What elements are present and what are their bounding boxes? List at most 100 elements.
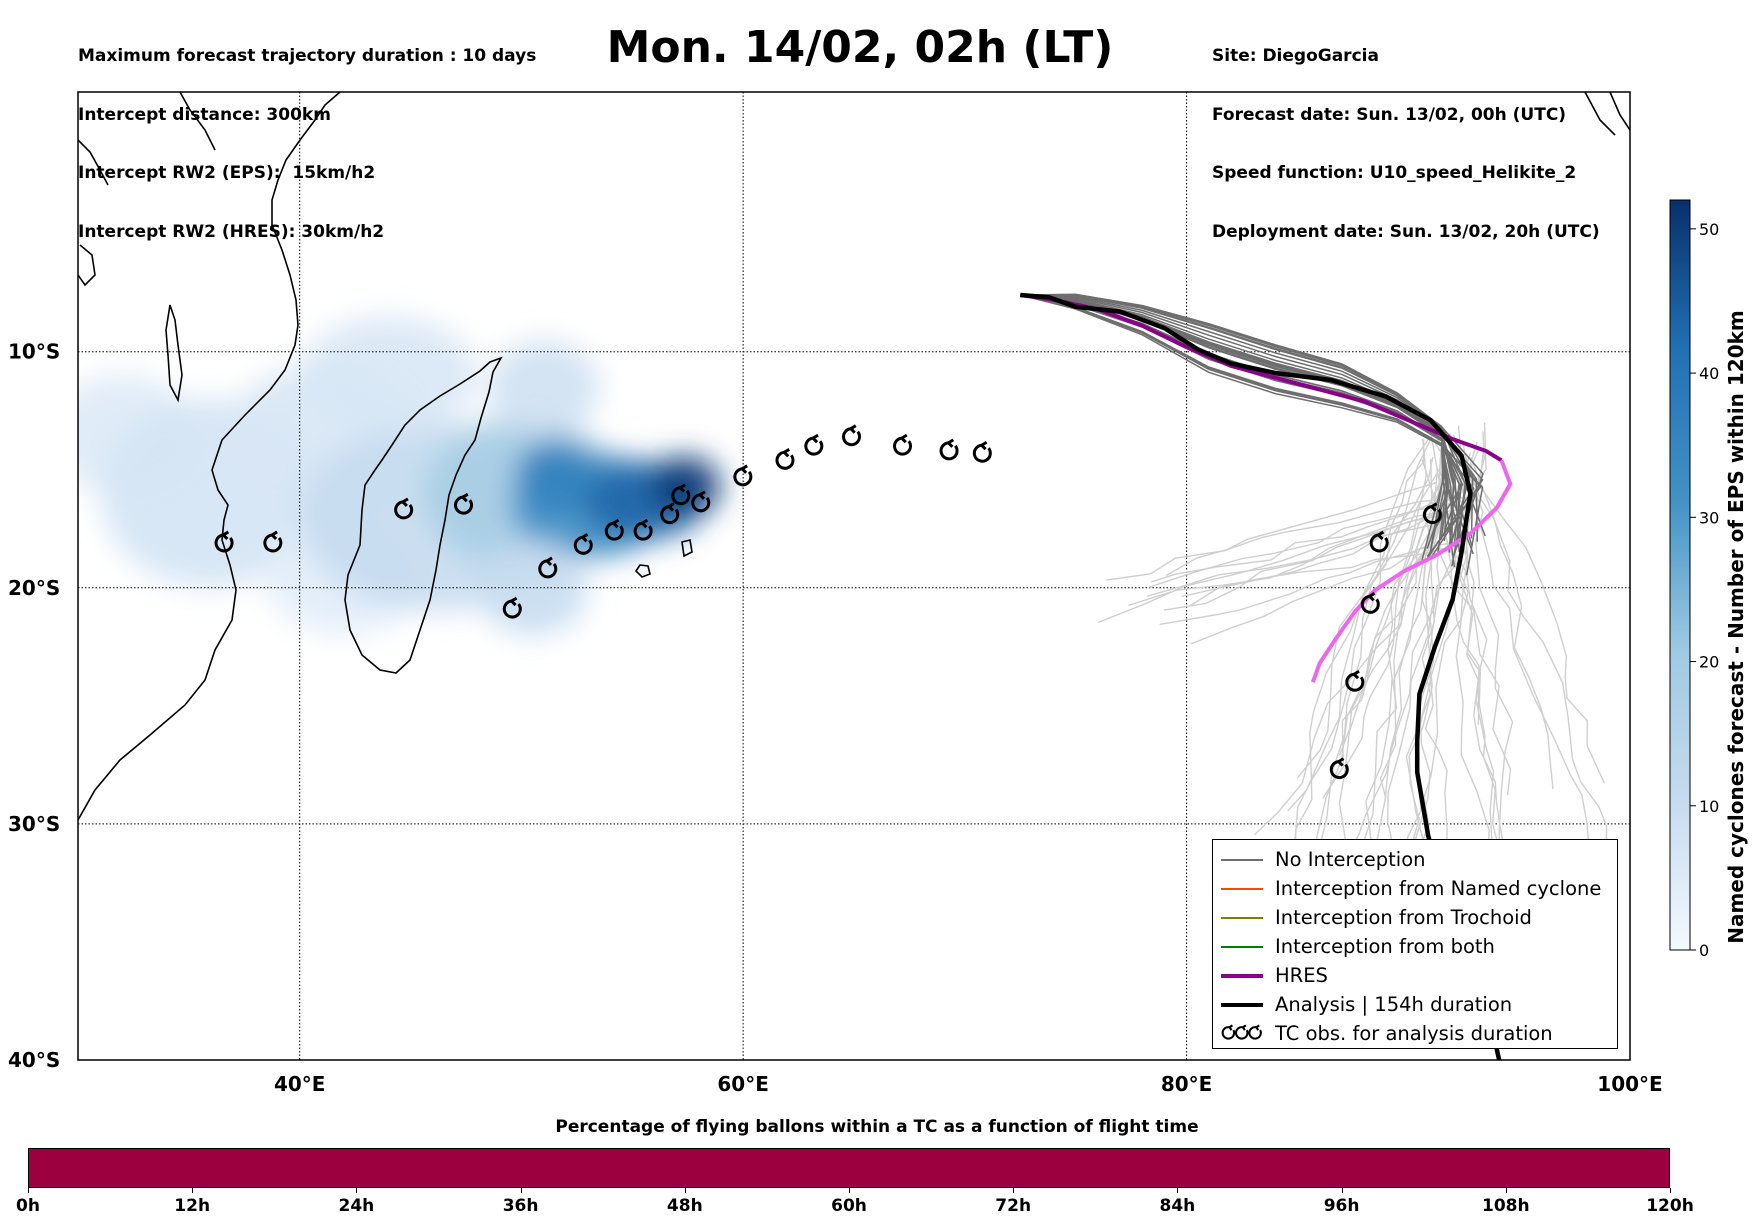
red-sea-coast <box>179 92 216 151</box>
faint-trajectory <box>1452 434 1618 908</box>
madagascar-coast <box>344 356 503 674</box>
faint-trajectory <box>1293 437 1430 846</box>
legend-swatch <box>1221 917 1263 919</box>
header-right-line: Forecast date: Sun. 13/02, 00h (UTC) <box>1212 104 1567 125</box>
faint-trajectory <box>1106 481 1438 581</box>
faint-trajectory <box>1159 536 1447 626</box>
tc-observation-icon <box>660 502 680 525</box>
tc-observation-icon <box>502 596 522 619</box>
map-frame <box>77 91 1631 1061</box>
legend-label: Interception from Named cyclone <box>1275 877 1602 900</box>
lake-victoria <box>78 244 96 287</box>
header-right-line: Speed function: U10_speed_Helikite_2 <box>1212 163 1577 183</box>
reunion-island <box>681 539 693 558</box>
east-coast-line <box>1609 92 1630 131</box>
faint-trajectory <box>1151 498 1442 583</box>
percentage-tick-mark <box>192 1188 194 1193</box>
faint-trajectory <box>1464 452 1591 855</box>
faint-trajectory <box>1416 451 1484 853</box>
malawi-lake <box>165 304 183 403</box>
percentage-tick-label: 84h <box>1159 1196 1196 1216</box>
percentage-tick-mark <box>356 1188 358 1193</box>
lat-tick-label: 10°S <box>8 340 60 364</box>
tc-observation-icon <box>775 448 795 470</box>
faint-trajectory <box>1294 456 1434 869</box>
colorbar-tick-label: 20 <box>1699 653 1719 672</box>
tc-observation-icon <box>671 483 691 506</box>
legend-label: HRES <box>1275 964 1328 987</box>
lon-tick-label: 40°E <box>274 1072 326 1096</box>
eps-density-bin <box>477 540 588 636</box>
faint-trajectory <box>1351 433 1453 900</box>
colorbar-tick-label: 40 <box>1699 364 1719 383</box>
header-left-line: Intercept RW2 (EPS): 15km/h2 <box>78 163 376 183</box>
coastlines <box>78 92 1630 821</box>
eps-density-bin <box>299 316 478 435</box>
no-interception-trajectory <box>1020 294 1446 564</box>
percentage-tick-label: 12h <box>174 1196 211 1216</box>
faint-trajectory <box>1296 469 1440 779</box>
legend-swatch <box>1221 974 1263 978</box>
graticule <box>78 92 1630 1060</box>
header-left-line: Intercept RW2 (HRES): 30km/h2 <box>78 221 385 242</box>
colorbar-label: Named cyclones forecast - Number of EPS … <box>1724 310 1748 944</box>
africa-coast <box>78 92 341 821</box>
no-interception-trajectory <box>1020 293 1471 547</box>
percentage-bar <box>28 1148 1670 1188</box>
tc-observation-icon <box>1422 502 1442 525</box>
header-right: Site: DiegoGarcia Forecast date: Sun. 13… <box>1212 8 1600 262</box>
lon-tick-label: 100°E <box>1597 1072 1662 1096</box>
no-interception-trajectory <box>1020 294 1453 536</box>
percentage-tick-mark <box>1670 1188 1671 1193</box>
tc-observation-icon <box>633 518 653 541</box>
tc-observation-icon <box>214 530 234 553</box>
percentage-tick-mark <box>1505 1188 1507 1193</box>
no-interception-trajectory <box>1020 294 1475 560</box>
percentage-tick-mark <box>849 1188 850 1193</box>
eps-density-bin <box>514 439 595 515</box>
lat-axis-labels: 10°S 20°S 30°S 40°S <box>8 340 60 1072</box>
lat-tick-label: 20°S <box>8 576 60 600</box>
faint-trajectory <box>1190 539 1467 645</box>
faint-trajectory <box>1465 461 1606 784</box>
lat-tick-label: 40°S <box>8 1048 60 1072</box>
legend-item-tc-obs: TC obs. for analysis duration <box>1213 1020 1617 1048</box>
colorbar-tick-label: 30 <box>1699 508 1719 527</box>
tc-observation-icon <box>1329 757 1349 780</box>
header-left: Maximum forecast trajectory duration : 1… <box>78 8 536 262</box>
tc-observation-icon <box>394 497 414 520</box>
percentage-tick-label: 120h <box>1646 1196 1694 1216</box>
percentage-bar-title: Percentage of flying ballons within a TC… <box>555 1117 1199 1137</box>
lon-tick-label: 60°E <box>717 1072 769 1096</box>
tc-observation-icon <box>263 530 283 553</box>
eps-density-field <box>78 316 721 636</box>
faint-trajectory <box>1163 515 1440 611</box>
colorbar-tick-label: 10 <box>1699 797 1719 816</box>
hres-track <box>1020 293 1503 463</box>
percentage-tick-label: 60h <box>831 1196 867 1216</box>
lon-axis-labels: 40°E 60°E 80°E 100°E <box>274 1072 1663 1096</box>
eps-density-bin <box>650 455 721 517</box>
tc-observation-icon <box>893 433 912 456</box>
legend-label: No Interception <box>1275 848 1426 871</box>
legend-label: Analysis | 154h duration <box>1275 993 1513 1016</box>
legend-item-both: Interception from both <box>1213 933 1617 961</box>
eps-density-bin <box>488 339 600 435</box>
legend-swatch <box>1221 1003 1263 1007</box>
eps-colorbar: 0 10 20 30 40 50 Named cyclones forecast - Nu… <box>1669 199 1748 960</box>
australia-fragment <box>1584 92 1616 136</box>
tc-observation-icon <box>604 518 624 541</box>
no-interception-trajectory <box>1020 294 1462 547</box>
tc-symbol-icon <box>1221 1024 1262 1040</box>
percentage-tick-mark <box>1341 1188 1343 1193</box>
legend-item-named-cyclone: Interception from Named cyclone <box>1213 875 1617 903</box>
percentage-tick-label: 96h <box>1323 1196 1360 1216</box>
tc-observations <box>214 424 1442 780</box>
tc-observation-icon <box>733 464 753 487</box>
map-legend: No Interception Interception from Named … <box>1212 839 1618 1049</box>
faint-trajectory <box>1165 496 1472 577</box>
tc-observation-icon <box>1369 530 1389 553</box>
tc-observation-icon <box>804 433 824 456</box>
percentage-tick-label: 0h <box>16 1196 40 1216</box>
percentage-tick-label: 108h <box>1482 1196 1530 1216</box>
